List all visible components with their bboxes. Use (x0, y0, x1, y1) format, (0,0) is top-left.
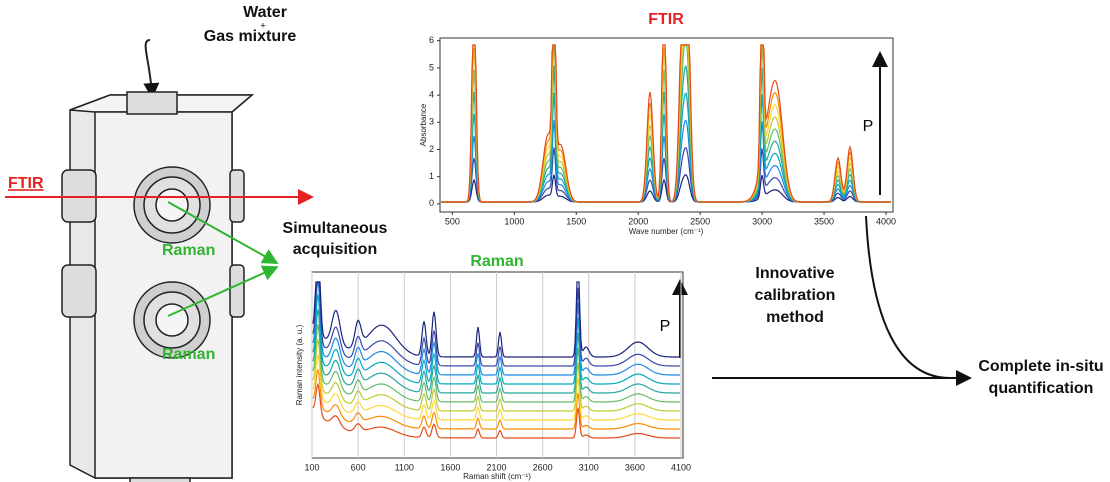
spectrum-curve (312, 281, 680, 367)
x-tick-label: 3500 (814, 216, 834, 226)
raman-frame (311, 271, 684, 459)
y-tick-label: 2 (429, 144, 434, 154)
y-tick-label: 1 (429, 171, 434, 181)
spectrum-curve (312, 339, 680, 412)
raman-title: Raman (470, 253, 523, 270)
raman-label: Raman (162, 242, 215, 259)
acquisition-label: acquisition (293, 241, 377, 258)
x-tick-label: 2500 (690, 216, 710, 226)
inlet-nut (126, 91, 178, 115)
result-label: Complete in-situ (978, 358, 1103, 375)
inlet-label: Water (243, 4, 287, 21)
x-axis-label: Wave number (cm⁻¹) (629, 227, 704, 236)
window (155, 303, 189, 337)
bottom-port (129, 477, 191, 482)
spectrum-curve (312, 354, 680, 421)
y-tick-label: 5 (429, 62, 434, 72)
pressure-label: P (863, 118, 874, 135)
spectrum-curve (312, 281, 680, 376)
y-tick-label: 3 (429, 117, 434, 127)
spectrum-curve (312, 382, 680, 439)
inlet-label: Gas mixture (204, 28, 297, 45)
spectrum-curve (312, 294, 680, 385)
calibration-curve (865, 215, 951, 379)
x-tick-label: 4100 (671, 462, 691, 472)
acquisition-label: Simultaneous (283, 220, 388, 237)
x-tick-label: 2000 (628, 216, 648, 226)
ftir-frame (439, 37, 894, 213)
y-tick-label: 0 (429, 198, 434, 208)
x-tick-label: 2600 (533, 462, 553, 472)
spectrum-curve (312, 281, 680, 358)
side-port (229, 264, 245, 318)
ftir-title: FTIR (648, 11, 684, 28)
calibration-label: method (766, 309, 824, 326)
x-tick-label: 1600 (440, 462, 460, 472)
inlet-plus: + (260, 20, 265, 30)
calibration-label: Innovative (755, 265, 834, 282)
cell (61, 39, 255, 482)
side-port (61, 264, 97, 318)
result-label: quantification (989, 380, 1094, 397)
x-tick-label: 3600 (625, 462, 645, 472)
raman-arrow (167, 265, 279, 317)
x-tick-label: 500 (445, 216, 460, 226)
x-tick-label: 1500 (566, 216, 586, 226)
pressure-label: P (660, 318, 671, 335)
y-tick-label: 4 (429, 89, 434, 99)
spectrum-curve (312, 309, 680, 394)
raman-label: Raman (162, 346, 215, 363)
spectrum-curve (441, 44, 891, 203)
x-tick-label: 1100 (395, 462, 414, 472)
raman-arrow (167, 201, 279, 264)
x-tick-label: 3000 (752, 216, 772, 226)
y-tick-label: 6 (429, 35, 434, 45)
x-tick-label: 2100 (486, 462, 506, 472)
y-axis-label: Raman intensity (a. u.) (295, 324, 304, 405)
ftir-label: FTIR (8, 175, 44, 192)
x-axis-label: Raman shift (cm⁻¹) (463, 472, 531, 481)
y-axis-label: Absorbance (419, 103, 428, 146)
inlet-tube (143, 39, 160, 99)
spectrum-curve (312, 369, 680, 430)
spectrum-curve (312, 324, 680, 403)
x-tick-label: 3100 (579, 462, 599, 472)
x-tick-label: 600 (351, 462, 366, 472)
x-tick-label: 4000 (876, 216, 896, 226)
x-tick-label: 1000 (504, 216, 524, 226)
x-tick-label: 100 (304, 462, 319, 472)
calibration-label: calibration (755, 287, 836, 304)
